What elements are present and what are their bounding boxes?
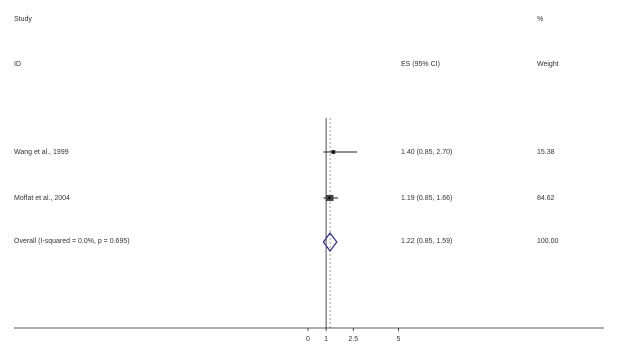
study-es-text-1: 1.40 (0.85, 2.70): [401, 149, 453, 156]
study-weight-2: 84.62: [537, 195, 555, 202]
overall-diamond: [322, 231, 338, 253]
overall-weight: 100.00: [537, 238, 559, 245]
header-study-label: Study: [14, 16, 32, 23]
x-tick-label: 5: [397, 336, 401, 343]
header-weight-label: Weight: [537, 61, 559, 68]
overall-label: Overall (I-squared = 0.0%, p = 0.695): [14, 238, 130, 245]
study-label-1: Wang et al., 1999: [14, 149, 69, 156]
study-label-2: Moffat et al., 2004: [14, 195, 70, 202]
overall-es-text: 1.22 (0.85, 1.59): [401, 238, 453, 245]
study-point-1: [332, 150, 335, 154]
x-tick-label: 0: [306, 336, 310, 343]
study-point-2: [328, 196, 331, 200]
header-id-label: ID: [14, 61, 21, 68]
x-tick-label: 1: [324, 336, 328, 343]
x-axis-ticks: 0 1 2.5 5: [306, 328, 401, 343]
x-tick-label: 2.5: [348, 336, 358, 343]
study-weight-1: 15.38: [537, 149, 555, 156]
study-es-text-2: 1.19 (0.85, 1.66): [401, 195, 453, 202]
header-percent-label: %: [537, 16, 544, 23]
header-es-label: ES (95% CI): [401, 61, 440, 68]
